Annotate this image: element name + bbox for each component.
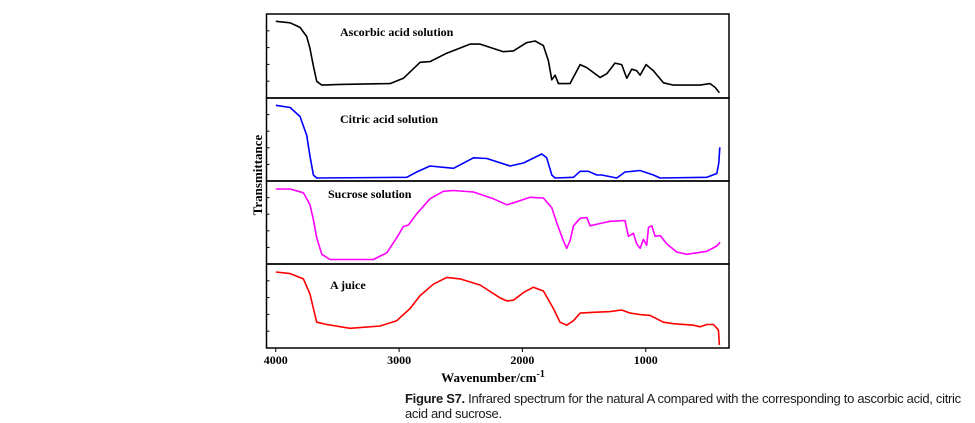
panel-ascorbic-acid-solution: Ascorbic acid solution xyxy=(265,13,730,99)
x-tick-label: 4000 xyxy=(264,353,288,367)
series-line xyxy=(275,188,721,261)
series-label: Ascorbic acid solution xyxy=(340,25,454,39)
series-label: Sucrose solution xyxy=(328,187,412,201)
panel-frame xyxy=(265,263,730,349)
x-axis: 4000 3000 2000 1000 xyxy=(264,348,658,367)
panel-frame xyxy=(265,97,730,182)
x-axis-label-text: Wavenumber/cm xyxy=(441,370,536,385)
x-tick-label: 3000 xyxy=(387,353,411,367)
panel-frame xyxy=(265,13,730,99)
x-tick-label: 1000 xyxy=(634,353,658,367)
series-label: Citric acid solution xyxy=(340,112,438,126)
series-line xyxy=(275,20,721,94)
x-axis-label: Wavenumber/cm-1 xyxy=(441,369,545,385)
series-label: A juice xyxy=(330,278,366,292)
x-axis-label-superscript: -1 xyxy=(536,369,544,380)
panel-a-juice: A juice xyxy=(265,263,730,349)
panel-citric-acid-solution: Citric acid solution xyxy=(265,97,730,182)
series-line xyxy=(275,271,721,346)
y-axis-label: Transmittance xyxy=(250,134,265,215)
figure-caption-text: Infrared spectrum for the natural A comp… xyxy=(405,391,961,421)
panel-sucrose-solution: Sucrose solution xyxy=(265,180,730,265)
series-line xyxy=(275,104,721,179)
figure-caption: Figure S7. Infrared spectrum for the nat… xyxy=(405,391,965,421)
figure-caption-label: Figure S7. xyxy=(405,391,465,406)
ir-spectrum-chart: Ascorbic acid solution Citric acid soluti… xyxy=(250,13,730,385)
x-tick-label: 2000 xyxy=(510,353,534,367)
